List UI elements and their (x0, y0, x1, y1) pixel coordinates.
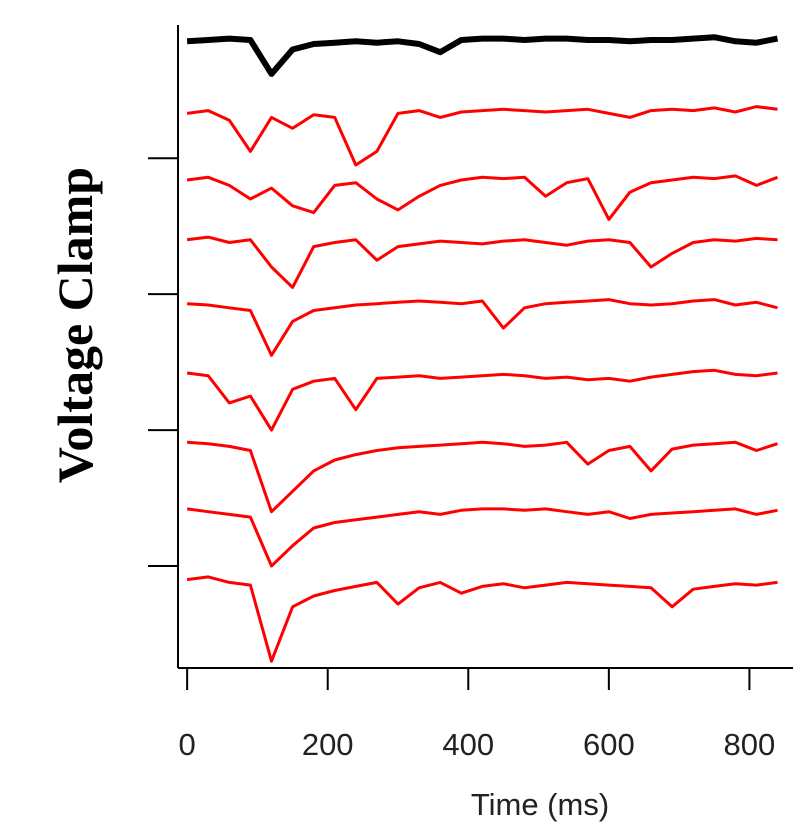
y-axis-label: Voltage Clamp (47, 167, 103, 483)
x-tick-label: 400 (442, 727, 494, 762)
trace (186, 575, 778, 663)
trace (186, 105, 778, 167)
trace (187, 440, 778, 514)
trace (186, 34, 779, 77)
trace (186, 368, 778, 432)
trace (186, 235, 778, 289)
trace (186, 174, 779, 221)
trace (187, 298, 778, 357)
x-tick-label: 600 (583, 727, 635, 762)
x-tick-label: 800 (724, 727, 776, 762)
x-axis-label: Time (ms) (471, 787, 609, 822)
x-tick-label: 0 (179, 727, 196, 762)
x-tick-label: 200 (302, 727, 354, 762)
trace (186, 507, 778, 568)
